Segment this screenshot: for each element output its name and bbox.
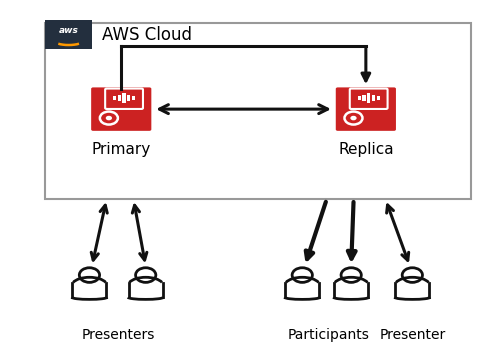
Text: Participants: Participants — [287, 328, 369, 342]
Bar — [358, 96, 361, 100]
Text: Presenter: Presenter — [379, 328, 445, 342]
Text: Primary: Primary — [92, 142, 151, 157]
Text: Replica: Replica — [338, 142, 394, 157]
Circle shape — [106, 116, 112, 120]
Circle shape — [350, 116, 357, 120]
Text: AWS Cloud: AWS Cloud — [102, 26, 192, 44]
Text: Presenters: Presenters — [81, 328, 154, 342]
Bar — [376, 96, 380, 100]
Bar — [123, 93, 125, 103]
Bar — [127, 95, 130, 101]
Bar — [118, 95, 121, 101]
Bar — [363, 95, 366, 101]
FancyBboxPatch shape — [336, 88, 396, 131]
Text: aws: aws — [59, 26, 79, 35]
Bar — [45, 20, 92, 49]
Bar — [132, 96, 135, 100]
Bar — [372, 95, 375, 101]
Bar — [113, 96, 116, 100]
Bar — [367, 93, 370, 103]
FancyBboxPatch shape — [91, 88, 152, 131]
Bar — [45, 22, 471, 199]
